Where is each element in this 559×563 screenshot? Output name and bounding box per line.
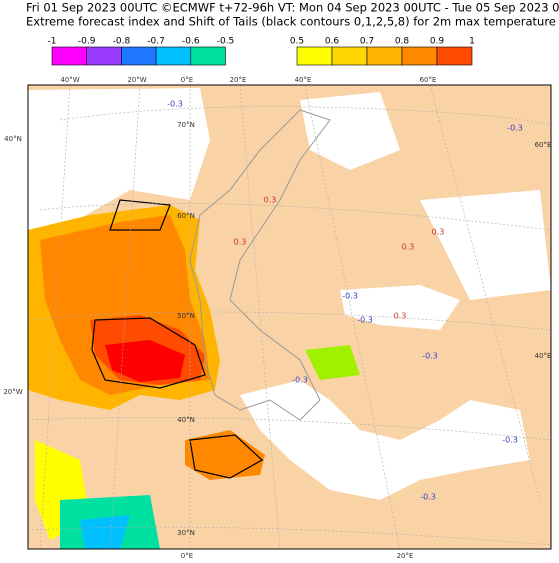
contour-label: 0.3 — [432, 228, 445, 237]
lon-label: 60°E — [420, 76, 437, 84]
lon-label: 20°W — [127, 76, 146, 84]
sot-contour — [91, 317, 206, 389]
edge-label: 40°E — [535, 352, 552, 360]
colorbar-label: -1 — [48, 37, 57, 47]
colorbar-swatch — [436, 46, 473, 66]
lon-label: 40°E — [295, 76, 312, 84]
colorbar-swatch — [121, 46, 157, 66]
sea-low-index — [340, 285, 460, 330]
colorbar-swatch — [401, 46, 438, 66]
colorbar-label: 0.8 — [395, 37, 410, 47]
contour-label: -0.3 — [342, 292, 358, 301]
lon-label: 20°E — [397, 552, 414, 560]
sot-contour — [189, 434, 264, 479]
colorbar-label: 1 — [469, 37, 475, 47]
contour-label: 0.3 — [264, 196, 277, 205]
edge-label: 40°N — [4, 135, 22, 143]
efi-area — [80, 515, 130, 549]
contour-label: -0.3 — [167, 100, 183, 109]
contour-label: -0.3 — [422, 352, 438, 361]
colorbar-swatch — [51, 46, 88, 66]
colorbar-label: 0.6 — [325, 37, 340, 47]
colorbar-label: -0.7 — [147, 37, 165, 47]
map-frame — [27, 84, 552, 550]
colorbar-swatch — [296, 46, 333, 66]
contour-label: -0.3 — [357, 316, 373, 325]
colorbar-label: -0.5 — [217, 37, 235, 47]
colorbar-swatch — [366, 46, 403, 66]
lat-label: 60°N — [177, 212, 195, 220]
lon-label: 40°W — [60, 76, 79, 84]
lat-label: 40°N — [177, 416, 195, 424]
contour-label: 0.3 — [402, 243, 415, 252]
contour-label: 0.3 — [394, 312, 407, 321]
sea-low-index — [240, 380, 530, 500]
edge-label: 20°W — [3, 388, 22, 396]
lon-label: 0°E — [181, 76, 193, 84]
colorbar-label: 0.9 — [430, 37, 445, 47]
low-index-area — [28, 88, 210, 235]
lon-label: 20°E — [230, 76, 247, 84]
edge-label: 60°E — [535, 141, 552, 149]
efi-area — [305, 345, 360, 380]
low-index-area — [420, 190, 551, 300]
colorbar-label: 0.7 — [360, 37, 374, 47]
map: 40°W 20°W 0°E 20°E 40°E 60°E 40°N 20°W 60°E 40°E 0… — [3, 76, 552, 560]
colorbar-swatch — [331, 46, 368, 66]
lat-label: 30°N — [177, 529, 195, 537]
efi-area — [185, 430, 265, 480]
graticule — [28, 85, 551, 549]
contour-label: 0.3 — [234, 238, 247, 247]
contour-label: -0.3 — [502, 436, 518, 445]
colorbar-label: -0.9 — [78, 37, 96, 47]
title-line1: Fri 01 Sep 2023 00UTC ©ECMWF t+72-96h VT… — [26, 1, 559, 15]
contour-label: -0.3 — [292, 376, 308, 385]
colorbar-swatch — [155, 46, 192, 66]
lon-label: 0°E — [181, 552, 193, 560]
colorbar-label: 0.5 — [290, 37, 304, 47]
colorbar-swatch — [86, 46, 122, 66]
colorbar-swatch — [190, 46, 226, 66]
efi-area — [105, 340, 185, 382]
contour-label: -0.3 — [507, 124, 523, 133]
lat-label: 50°N — [177, 312, 195, 320]
title-line2: Extreme forecast index and Shift of Tail… — [26, 15, 556, 29]
coastline — [189, 109, 331, 421]
colorbar-label: -0.6 — [182, 37, 200, 47]
contour-label: -0.3 — [420, 493, 436, 502]
low-index-area — [300, 92, 400, 170]
lat-label: 70°N — [177, 121, 195, 129]
colorbar-label: -0.8 — [113, 37, 131, 47]
